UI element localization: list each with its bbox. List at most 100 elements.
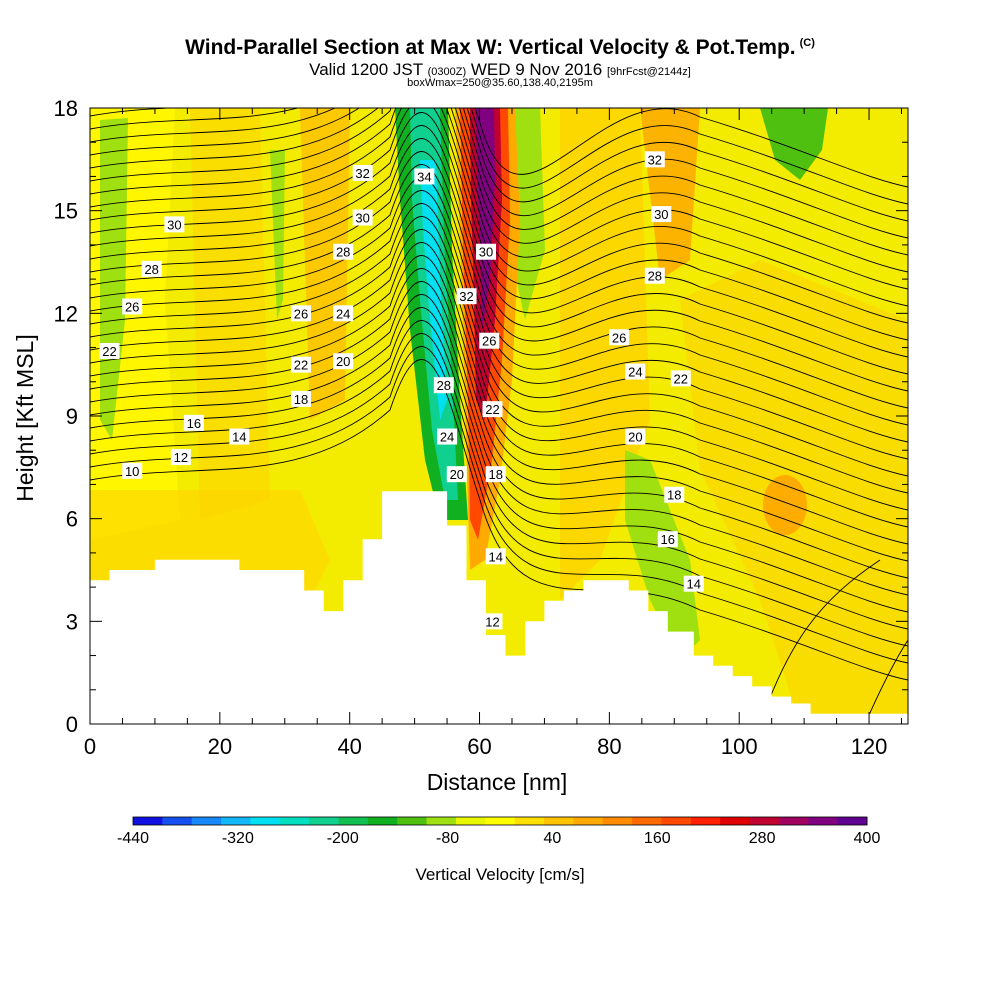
forecast-info: [9hrFcst@2144z] <box>606 66 691 78</box>
contour-label: 26 <box>294 306 308 321</box>
contour-label: 16 <box>661 532 675 547</box>
contour-label-box <box>183 414 204 431</box>
colorbar-swatch <box>720 817 751 825</box>
colorbar-tick-label: 40 <box>544 830 562 847</box>
contour-label: 26 <box>482 334 496 349</box>
colorbar-swatch <box>837 817 868 825</box>
colorbar-swatch <box>426 817 457 825</box>
theta-contour-line <box>90 242 908 528</box>
contour-label: 20 <box>628 430 642 445</box>
contour-label: 16 <box>187 416 201 431</box>
contour-label-box <box>437 428 458 445</box>
theta-contour-line <box>90 108 908 256</box>
contour-label-box <box>482 613 503 630</box>
x-tick-label: 80 <box>597 734 621 759</box>
colorbar-tick-label: -440 <box>117 830 149 847</box>
colorbar-swatch <box>808 817 839 825</box>
theta-contour-line <box>90 190 908 460</box>
contour-label: 20 <box>450 467 464 482</box>
theta-contour-line <box>90 164 908 426</box>
theta-contour-line <box>90 138 908 392</box>
contour-label: 28 <box>336 245 350 260</box>
contour-label-box <box>644 267 665 284</box>
colorbar-swatch <box>367 817 398 825</box>
contour-label: 22 <box>485 402 499 417</box>
contour-label-box <box>352 209 373 226</box>
colorbar-swatch <box>573 817 604 825</box>
field-patch <box>763 475 807 535</box>
x-tick-label: 60 <box>467 734 491 759</box>
y-tick-label: 0 <box>66 712 78 737</box>
title-text: Wind-Parallel Section at Max W: Vertical… <box>185 36 796 59</box>
title-mark: (C) <box>799 37 815 49</box>
contour-label-box <box>290 305 311 322</box>
x-axis-label: Distance [nm] <box>427 769 568 795</box>
colorbar-swatch <box>250 817 281 825</box>
contour-label: 30 <box>479 245 493 260</box>
contour-label: 24 <box>336 306 350 321</box>
colorbar-tick-label: 280 <box>749 830 776 847</box>
theta-contour-line <box>90 151 908 409</box>
x-tick-label: 100 <box>721 734 758 759</box>
theta-contour-line <box>90 320 908 630</box>
theta-contour-line <box>90 108 908 239</box>
contour-label: 32 <box>355 166 369 181</box>
contour-label: 28 <box>144 262 158 277</box>
contour-label-box <box>625 363 646 380</box>
contour-label: 26 <box>612 330 626 345</box>
contour-label-box <box>476 243 497 260</box>
contour-label-box <box>433 377 454 394</box>
y-tick-label: 18 <box>54 96 78 121</box>
colorbar-tick-labels: -440 -320 -200 -80 40 160 280 400 <box>117 830 880 847</box>
contour-label-box <box>122 462 143 479</box>
colorbar-swatch <box>162 817 193 825</box>
field-patch <box>190 108 270 520</box>
contour-label: 32 <box>459 289 473 304</box>
field-patch <box>640 108 700 280</box>
colorbar-swatch <box>632 817 662 825</box>
y-axis-label: Height [Kft MSL] <box>12 334 38 501</box>
contour-label-box <box>229 428 250 445</box>
colorbar-swatch <box>133 817 163 825</box>
y-tick-label: 3 <box>66 609 78 634</box>
contour-label: 30 <box>355 211 369 226</box>
contour-label-box <box>414 168 435 185</box>
y-tick-label: 12 <box>54 301 78 326</box>
colorbar-swatch <box>749 817 780 825</box>
contour-label: 18 <box>294 392 308 407</box>
chart-title: Wind-Parallel Section at Max W: Vertical… <box>0 36 1000 60</box>
colorbar-swatch <box>485 817 516 825</box>
x-tick-label: 20 <box>208 734 232 759</box>
contour-label: 34 <box>417 169 431 184</box>
contour-label: 22 <box>294 358 308 373</box>
x-tick-label: 120 <box>851 734 888 759</box>
theta-contour-line <box>90 333 908 647</box>
y-tick-label: 9 <box>66 404 78 429</box>
valid-utc: (0300Z) <box>427 66 467 78</box>
contour-label-box <box>644 151 665 168</box>
contour-label: 14 <box>489 549 503 564</box>
contour-label: 24 <box>628 365 642 380</box>
box-info: boxWmax=250@35.60,138.40,2195m <box>407 77 593 89</box>
colorbar-tick-label: -200 <box>327 830 359 847</box>
theta-contour-line <box>90 108 908 290</box>
theta-contour-line <box>90 177 908 443</box>
contour-label-box <box>352 165 373 182</box>
y-tick-label: 15 <box>54 199 78 224</box>
chart-subtitle: Valid 1200 JST (0300Z) WED 9 Nov 2016 [9… <box>0 60 1000 80</box>
contour-label: 30 <box>654 207 668 222</box>
theta-contour-labels: 10 12 14 16 18 20 22 22 24 26 26 28 28 30 30 32 34 30 32 26… <box>99 151 704 630</box>
contour-label-box <box>482 401 503 418</box>
theta-contour-line <box>90 125 908 375</box>
valid-prefix: Valid 1200 JST <box>309 60 423 79</box>
contour-label-box <box>164 216 185 233</box>
contour-label: 26 <box>125 299 139 314</box>
downdraft-band <box>760 108 828 180</box>
theta-contour-line <box>90 108 908 341</box>
axis-tick-labels: 0 20 40 60 80 100 120 0 3 6 9 12 15 18 <box>54 96 888 759</box>
theta-contour-line <box>474 108 908 188</box>
x-tick-label: 0 <box>84 734 96 759</box>
downdraft-band <box>625 450 700 660</box>
contour-label-box <box>683 575 704 592</box>
contour-label-box <box>290 356 311 373</box>
